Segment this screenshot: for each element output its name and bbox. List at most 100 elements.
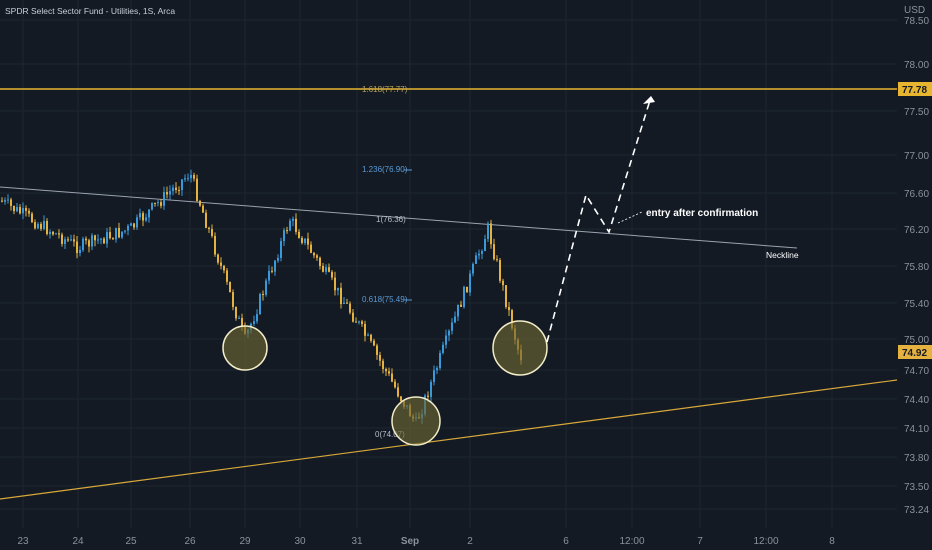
candle-body [442, 344, 444, 353]
candle-body [58, 233, 60, 235]
head-circle[interactable] [391, 396, 441, 446]
candle-body [22, 208, 24, 214]
candle-body [283, 230, 285, 242]
candle-body [451, 322, 453, 331]
candle-body [400, 396, 402, 401]
candle-body [136, 217, 138, 228]
projected-path[interactable] [546, 96, 652, 343]
candle-body [187, 178, 189, 180]
candle-body [1, 200, 3, 202]
resistance-price: 77.78 [902, 85, 927, 96]
candle-body [10, 199, 12, 206]
candle-body [256, 314, 258, 322]
candle-body [469, 273, 471, 293]
candle-body [370, 334, 372, 341]
price-tick-label: 73.50 [904, 482, 929, 493]
candle-body [376, 345, 378, 355]
candle-body [121, 231, 123, 238]
fib-label-1: 1(76.36) [376, 215, 406, 224]
time-tick-label: 31 [351, 536, 363, 547]
candle-body [85, 238, 87, 241]
candle-body [175, 187, 177, 191]
candle-body [307, 238, 309, 245]
candle-body [196, 178, 198, 201]
neckline[interactable] [0, 186, 798, 249]
candle-body [352, 312, 354, 322]
candle-body [160, 202, 162, 206]
candle-body [331, 271, 333, 278]
candle-body [481, 251, 483, 254]
candle-body [280, 241, 282, 258]
candle-body [460, 304, 462, 307]
candle-body [277, 257, 279, 261]
candle-body [487, 223, 489, 239]
candle-body [76, 241, 78, 254]
candle-body [475, 255, 477, 264]
candle-body [466, 286, 468, 293]
support-trendline[interactable] [0, 379, 898, 500]
time-axis[interactable]: 23 24 25 26 29 30 31 Sep 2 6 12:00 7 12:00 8 [17, 536, 835, 547]
candle-body [163, 192, 165, 206]
left-shoulder-circle[interactable] [222, 325, 268, 371]
right-shoulder-circle[interactable] [492, 320, 548, 376]
time-tick-label: 23 [17, 536, 29, 547]
candle-body [226, 270, 228, 282]
candle-body [139, 213, 141, 218]
candle-body [448, 330, 450, 336]
entry-annotation[interactable]: entry after confirmation [646, 208, 758, 219]
candle-body [172, 187, 174, 192]
candle-body [37, 223, 39, 229]
candle-body [151, 202, 153, 210]
candle-body [118, 227, 120, 238]
candle-body [109, 232, 111, 239]
candle-body [46, 220, 48, 235]
resistance-price-badge [898, 82, 932, 96]
candle-body [295, 218, 297, 232]
time-tick-label: Sep [401, 536, 419, 547]
price-tick-label: 74.70 [904, 366, 929, 377]
candle-body [304, 238, 306, 243]
price-tick-label: 77.50 [904, 107, 929, 118]
fib-label-0: 0(74.07) [375, 430, 405, 439]
time-tick-label: 29 [239, 536, 251, 547]
candle-body [31, 213, 33, 223]
candle-body [355, 321, 357, 323]
price-tick-label: 73.80 [904, 453, 929, 464]
candle-body [340, 287, 342, 304]
candle-body [313, 252, 315, 256]
candle-body [241, 317, 243, 326]
time-tick-label: 25 [125, 536, 137, 547]
candle-body [262, 294, 264, 296]
candle-body [484, 238, 486, 252]
candle-body [337, 287, 339, 291]
candle-body [433, 370, 435, 382]
candle-body [79, 249, 81, 254]
fib-retracement[interactable]: 1.618(77.77) 1.236(76.90) 1(76.36) 0.618… [0, 85, 412, 439]
candle-body [19, 207, 21, 214]
candle-body [397, 387, 399, 397]
time-tick-label: 8 [829, 536, 835, 547]
candle-body [259, 294, 261, 315]
price-tick-label: 73.24 [904, 505, 929, 516]
price-tick-label: 75.80 [904, 262, 929, 273]
candle-body [112, 238, 114, 240]
price-axis[interactable]: USD 78.50 78.00 77.50 77.00 76.60 76.20 75.80 7… [904, 5, 929, 516]
candle-body [25, 208, 27, 211]
candle-body [181, 179, 183, 191]
candle-body [214, 235, 216, 255]
candle-body [40, 223, 42, 229]
candle-body [55, 233, 57, 235]
time-tick-label: 2 [467, 536, 473, 547]
time-tick-label: 12:00 [753, 536, 778, 547]
candle-body [472, 263, 474, 274]
price-tick-label: 74.40 [904, 395, 929, 406]
candle-body [154, 202, 156, 204]
candle-body [82, 238, 84, 250]
candle-body [205, 212, 207, 228]
candle-body [67, 239, 69, 241]
symbol-info[interactable]: SPDR Select Sector Fund - Utilities, 1S,… [5, 6, 175, 16]
candle-body [169, 191, 171, 195]
